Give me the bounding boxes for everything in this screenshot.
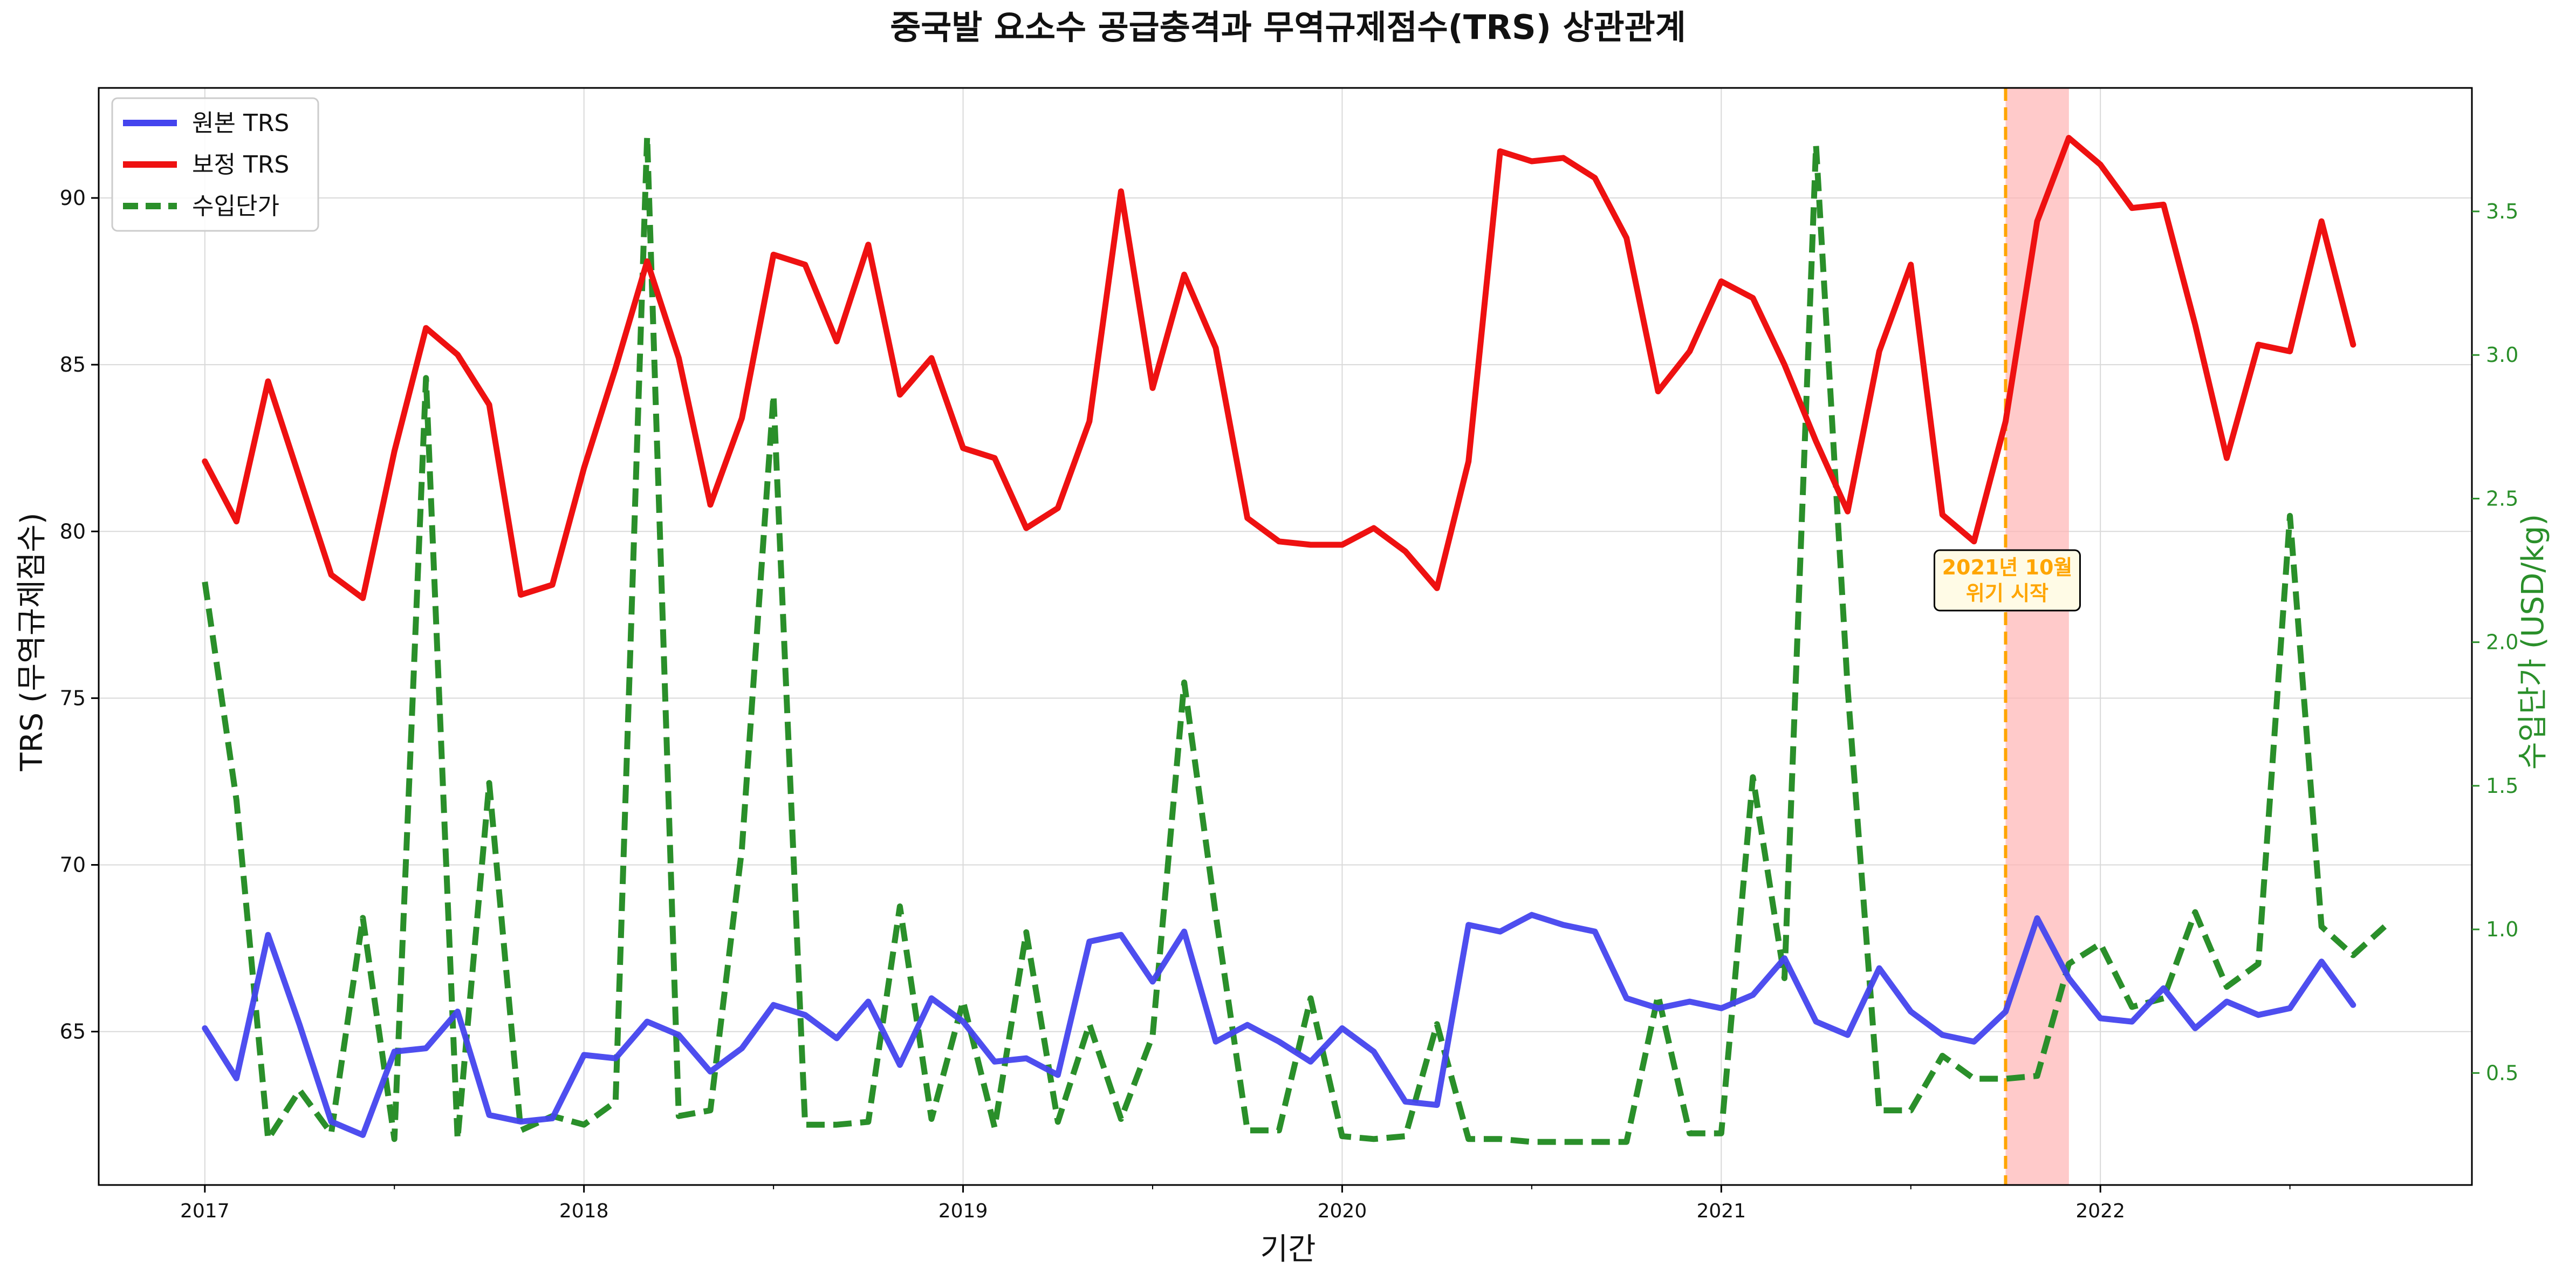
crisis-annotation-box xyxy=(1933,549,2081,612)
y-right-axis-label: 수입단가 (USD/kg) xyxy=(2516,514,2551,770)
y-right-tick-label: 0.5 xyxy=(2486,1061,2518,1085)
series-layer xyxy=(202,134,2387,1145)
y-left-tick-label: 70 xyxy=(60,853,86,876)
y-left-axis-ticks: 65 70 75 80 85 90 xyxy=(60,186,99,1044)
x-tick-label: 2022 xyxy=(2075,1200,2125,1222)
chart-title: 중국발 요소수 공급충격과 무역규제점수(TRS) 상관관계 xyxy=(890,8,1686,47)
x-tick-label: 2020 xyxy=(1318,1200,1367,1222)
y-left-tick-label: 90 xyxy=(60,186,86,210)
series-line-adjusted-trs xyxy=(202,135,2356,601)
y-right-tick-label: 3.5 xyxy=(2486,200,2518,223)
crisis-annotation: 2021년 10월 위기 시작 xyxy=(1933,549,2081,612)
x-tick-label: 2019 xyxy=(938,1200,988,1222)
y-right-tick-label: 1.5 xyxy=(2486,774,2518,798)
x-axis-label: 기간 xyxy=(1260,1232,1316,1267)
legend: 원본 TRS 보정 TRS 수입단가 xyxy=(111,97,319,232)
crisis-annotation-line2: 위기 시작 xyxy=(1966,581,2049,605)
x-axis-ticks: 2017 2018 2019 2020 2021 2022 xyxy=(180,1185,2291,1222)
y-right-tick-label: 3.0 xyxy=(2486,343,2518,367)
y-left-tick-label: 65 xyxy=(60,1020,86,1044)
series-line-raw-trs xyxy=(202,912,2356,1138)
series-line-import-price xyxy=(202,134,2387,1145)
y-left-axis-label: TRS (무역규제점수) xyxy=(15,512,50,771)
x-tick-label: 2021 xyxy=(1696,1200,1746,1222)
y-right-tick-label: 1.0 xyxy=(2486,917,2518,941)
y-right-tick-label: 2.5 xyxy=(2486,487,2518,510)
y-right-axis-ticks: 0.5 1.0 1.5 2.0 2.5 3.0 3.5 xyxy=(2472,200,2518,1085)
plot-frame xyxy=(98,87,2473,1186)
y-right-tick-label: 2.0 xyxy=(2486,631,2518,654)
crisis-shade xyxy=(2005,88,2069,1185)
legend-label-import-price: 수입단가 xyxy=(192,193,279,220)
y-left-tick-label: 80 xyxy=(60,519,86,543)
crisis-annotation-line1: 2021년 10월 xyxy=(1942,556,2073,579)
legend-label-raw-trs: 원본 TRS xyxy=(192,109,289,137)
legend-box xyxy=(111,97,319,232)
y-left-tick-label: 75 xyxy=(60,686,86,710)
x-tick-label: 2018 xyxy=(559,1200,609,1222)
y-left-tick-label: 85 xyxy=(60,353,86,376)
legend-label-adjusted-trs: 보정 TRS xyxy=(192,151,289,179)
x-tick-label: 2017 xyxy=(180,1200,230,1222)
